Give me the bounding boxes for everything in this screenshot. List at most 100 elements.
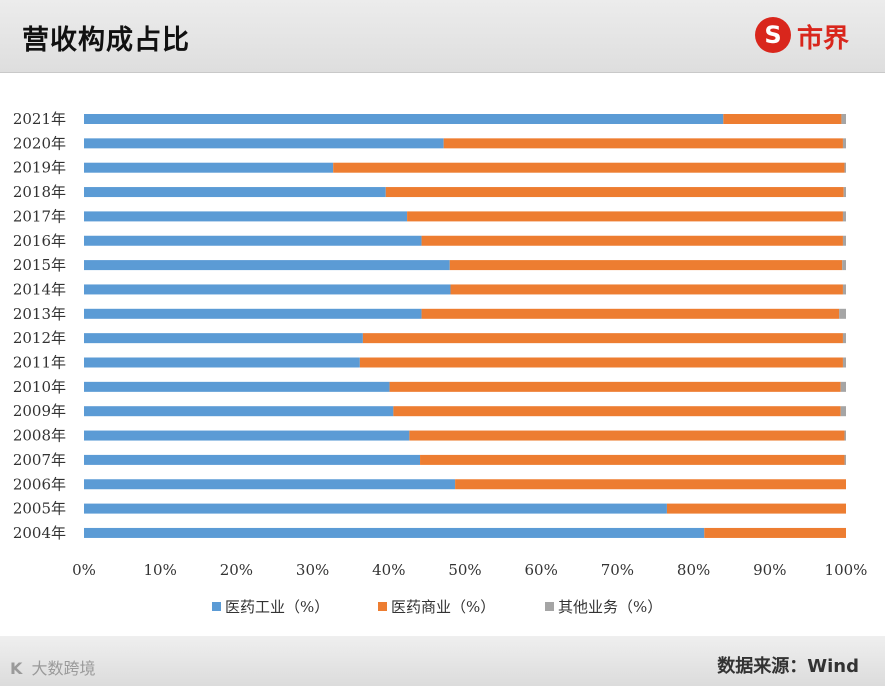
legend-label: 医药工业（%） (225, 598, 329, 616)
watermark-logo-icon: K (10, 659, 23, 678)
y-tick-label: 2008年 (13, 427, 66, 445)
revenue-composition-chart: 2021年 2020年 2019年 2018年 2017年 2016年 2015年 2014年… (13, 110, 868, 616)
y-tick-label: 2012年 (13, 329, 66, 347)
bar-segment-other (840, 381, 846, 392)
footer-bar: K 大数跨境 数据来源：Wind (0, 636, 885, 686)
y-tick-label: 2017年 (13, 207, 66, 225)
bar-segment-commerce (407, 211, 843, 222)
bar-segment-industry (84, 333, 363, 344)
y-tick-label: 2006年 (13, 475, 66, 493)
x-tick-label: 70% (601, 561, 634, 579)
bar-segment-commerce (333, 162, 845, 173)
bar-segment-commerce (723, 114, 842, 124)
bar-segment-commerce (385, 187, 844, 198)
y-tick-label: 2011年 (13, 354, 66, 372)
bar-segment-other (842, 211, 846, 222)
y-tick-label: 2013年 (13, 305, 66, 323)
x-tick-label: 80% (677, 561, 710, 579)
y-tick-label: 2010年 (13, 378, 66, 396)
bar-segment-other (842, 333, 846, 344)
bar-segment-other (843, 187, 846, 198)
legend-label: 医药商业（%） (391, 598, 495, 616)
x-tick-label: 90% (753, 561, 786, 579)
x-tick-label: 20% (220, 561, 253, 579)
bar-segment-commerce (421, 235, 843, 246)
legend-swatch-other (545, 602, 554, 611)
bar-segment-industry (84, 235, 422, 246)
bar-segment-commerce (443, 138, 843, 149)
legend-swatch-commerce (378, 602, 387, 611)
brand-name: 市界 (797, 24, 850, 54)
bar-segment-industry (84, 114, 724, 124)
y-tick-label: 2018年 (13, 183, 66, 201)
x-tick-label: 0% (72, 561, 96, 579)
bar-segment-industry (84, 406, 394, 417)
x-tick-label: 60% (525, 561, 558, 579)
bar-segment-industry (84, 284, 451, 295)
y-tick-label: 2016年 (13, 232, 66, 250)
bar-segment-commerce (666, 503, 846, 514)
bar-segment-other (842, 260, 846, 271)
x-tick-label: 30% (296, 561, 329, 579)
bar-segment-industry (84, 479, 456, 490)
bar-segment-commerce (704, 527, 846, 538)
bar-segment-industry (84, 527, 705, 538)
x-axis-labels: 0% 10% 20% 30% 40% 50% 60% 70% 80% 90% 100% (72, 561, 867, 579)
bars-layer (84, 114, 846, 538)
bar-segment-commerce (421, 308, 840, 319)
bar-segment-industry (84, 138, 444, 149)
bar-segment-other (841, 114, 846, 124)
x-tick-label: 10% (144, 561, 177, 579)
x-tick-label: 40% (372, 561, 405, 579)
bar-segment-other (842, 357, 846, 368)
bar-segment-industry (84, 430, 410, 441)
legend: 医药工业（%） 医药商业（%） 其他业务（%） (212, 598, 662, 616)
page-title: 营收构成占比 (22, 25, 190, 56)
bar-segment-commerce (389, 381, 841, 392)
bar-segment-other (840, 406, 846, 417)
data-source: 数据来源：Wind (717, 656, 859, 677)
bar-segment-industry (84, 503, 667, 514)
watermark-text: 大数跨境 (31, 659, 96, 678)
bar-segment-industry (84, 187, 386, 198)
y-tick-label: 2014年 (13, 280, 66, 298)
bar-segment-commerce (393, 406, 841, 417)
x-tick-label: 50% (448, 561, 481, 579)
y-tick-label: 2021年 (13, 110, 66, 128)
bar-segment-commerce (450, 284, 843, 295)
bar-segment-other (842, 284, 846, 295)
bar-segment-industry (84, 211, 408, 222)
bar-segment-industry (84, 357, 360, 368)
bar-segment-commerce (449, 260, 843, 271)
y-axis-labels: 2021年 2020年 2019年 2018年 2017年 2016年 2015年 2014年… (13, 110, 66, 542)
y-tick-label: 2009年 (13, 402, 66, 420)
bar-segment-industry (84, 308, 422, 319)
y-tick-label: 2005年 (13, 500, 66, 518)
y-tick-label: 2020年 (13, 134, 66, 152)
bar-segment-other (844, 454, 846, 465)
y-tick-label: 2019年 (13, 159, 66, 177)
bar-segment-other (839, 308, 846, 319)
header-bar: 营收构成占比 S 市界 (0, 0, 885, 72)
x-tick-label: 100% (825, 561, 868, 579)
bar-segment-industry (84, 162, 334, 173)
header-divider (0, 72, 885, 73)
bar-segment-industry (84, 381, 390, 392)
brand-s-icon: S (755, 17, 791, 53)
bar-segment-industry (84, 454, 421, 465)
y-tick-label: 2004年 (13, 524, 66, 542)
bar-segment-other (844, 162, 846, 173)
bar-segment-other (842, 138, 846, 149)
bar-segment-other (842, 235, 846, 246)
bar-segment-commerce (362, 333, 843, 344)
bar-segment-commerce (420, 454, 845, 465)
bar-segment-other (844, 430, 846, 441)
bar-segment-commerce (409, 430, 845, 441)
watermark: K 大数跨境 (10, 655, 96, 679)
y-tick-label: 2007年 (13, 451, 66, 469)
y-tick-label: 2015年 (13, 256, 66, 274)
legend-label: 其他业务（%） (558, 598, 662, 616)
bar-segment-industry (84, 260, 450, 271)
legend-swatch-industry (212, 602, 221, 611)
bar-segment-commerce (455, 479, 846, 490)
